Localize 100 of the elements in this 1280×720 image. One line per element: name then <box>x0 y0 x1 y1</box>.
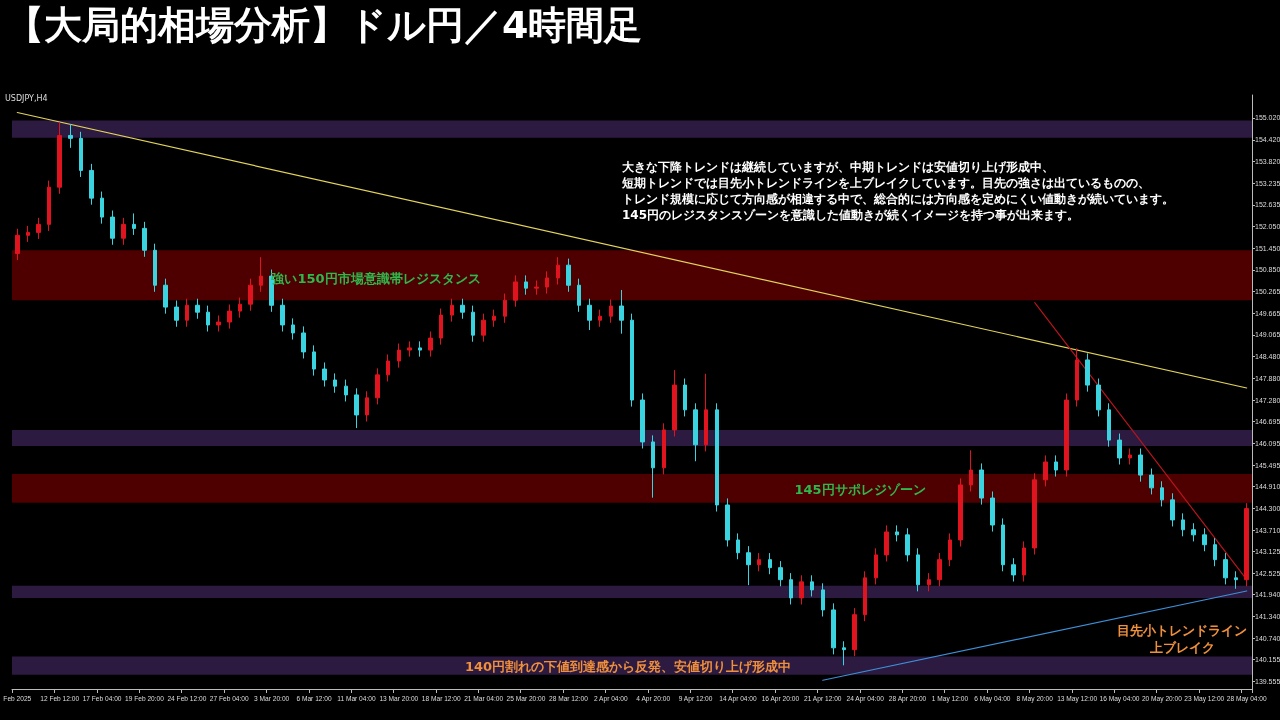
candlestick <box>36 217 41 240</box>
candlestick <box>481 313 486 343</box>
candlestick <box>1181 512 1185 537</box>
candlestick <box>439 308 443 346</box>
candlestick <box>450 298 454 323</box>
candlestick <box>1096 378 1101 417</box>
candlestick <box>1149 468 1154 495</box>
candlestick <box>1138 447 1143 483</box>
candlestick <box>746 545 751 586</box>
annotation: 大きな下降トレンドは継続していますが、中期トレンドは安値切り上げ形成中、 <box>622 160 1054 174</box>
candlestick <box>651 434 655 499</box>
candlestick <box>185 298 189 328</box>
candlestick <box>969 449 973 492</box>
candlestick <box>990 490 995 533</box>
candlestick <box>1075 347 1079 408</box>
candlestick <box>534 279 539 296</box>
candlestick <box>683 378 687 417</box>
candlestick <box>163 278 168 315</box>
candlestick <box>259 256 263 293</box>
candlestick <box>693 402 698 462</box>
candlestick <box>153 243 157 293</box>
candlestick <box>375 367 380 405</box>
candlestick <box>132 212 136 236</box>
candlestick <box>344 379 348 402</box>
candlestick <box>821 582 825 617</box>
candlestick <box>778 560 783 587</box>
candlestick <box>524 274 528 296</box>
candlestick <box>916 547 920 592</box>
candlestick <box>1085 352 1090 393</box>
candlestick <box>937 552 942 587</box>
candlestick <box>1107 402 1111 448</box>
candlestick <box>958 477 963 548</box>
annotation: トレンド規模に応じて方向感が相違する中で、総合的には方向感を定めにくい値動きが続いています。 <box>622 192 1174 206</box>
candlestick <box>715 402 719 513</box>
annotation: 145円サポレジゾーン <box>794 481 926 497</box>
candlestick <box>418 340 422 358</box>
annotation: 目先小トレンドライン <box>1117 622 1247 638</box>
candlestick <box>979 462 984 506</box>
candlestick <box>428 331 433 358</box>
candlestick <box>556 256 560 285</box>
candlestick <box>397 343 401 369</box>
candlestick <box>789 572 793 605</box>
candlestick <box>206 305 210 333</box>
candlestick <box>195 298 200 320</box>
candlestick <box>1032 472 1037 556</box>
candlestick <box>768 552 772 575</box>
candlestick <box>57 121 62 195</box>
candlestick <box>110 210 115 246</box>
candlestick <box>248 278 253 312</box>
candlestick <box>1011 557 1016 582</box>
candlestick <box>322 361 327 388</box>
candlestick <box>407 340 412 358</box>
candlestick <box>948 532 952 567</box>
candlestick <box>216 314 221 333</box>
candlestick <box>598 309 602 328</box>
candlestick <box>736 532 740 560</box>
candlestick <box>1202 527 1207 552</box>
annotation: 140円割れの下値到達感から反発、安値切り上げ形成中 <box>464 658 792 674</box>
annotation: 上ブレイク <box>1148 639 1215 655</box>
candlestick <box>1244 502 1249 587</box>
candlestick <box>365 390 369 423</box>
candlestick <box>1128 447 1132 466</box>
candlestick <box>471 305 475 343</box>
candlestick <box>301 325 306 359</box>
candlestick <box>1234 570 1238 590</box>
candlestick <box>460 298 465 320</box>
candlestick <box>174 300 179 328</box>
candlestick <box>280 298 285 333</box>
candlestick <box>89 163 94 206</box>
candlestick <box>354 387 359 429</box>
candlestick <box>852 607 857 657</box>
candlestick <box>1054 454 1058 478</box>
candlestick <box>672 369 677 437</box>
chart-title: 【大局的相場分析】ドル円／4時間足 <box>6 3 643 47</box>
candlestick <box>68 123 73 149</box>
candlestick <box>79 131 83 178</box>
candlestick <box>662 422 666 475</box>
annotation: USDJPY,H4 <box>5 93 48 103</box>
annotation: 145円のレジスタンスゾーンを意識した値動きが続くイメージを持つ事が出来ます。 <box>622 208 1080 222</box>
candlestick <box>121 217 126 246</box>
candlestick <box>1213 537 1217 567</box>
candlestick <box>1022 540 1026 582</box>
candlestick <box>1043 454 1048 487</box>
candlestick <box>503 293 507 324</box>
candlestick <box>1223 552 1228 585</box>
candlestick <box>566 258 571 293</box>
candlestick <box>927 572 931 592</box>
candlestick <box>905 527 910 562</box>
candlestick <box>1117 433 1122 466</box>
candlestick <box>15 228 20 261</box>
candlestick <box>874 547 878 585</box>
candlestick <box>142 221 147 258</box>
candlestick <box>619 289 624 335</box>
candlestick <box>1001 517 1005 572</box>
candlestick <box>884 524 889 562</box>
candlestick <box>577 278 581 313</box>
candlestick <box>704 373 708 452</box>
candlestick <box>757 552 761 572</box>
candlestick <box>312 344 316 377</box>
candlestick <box>640 392 645 449</box>
